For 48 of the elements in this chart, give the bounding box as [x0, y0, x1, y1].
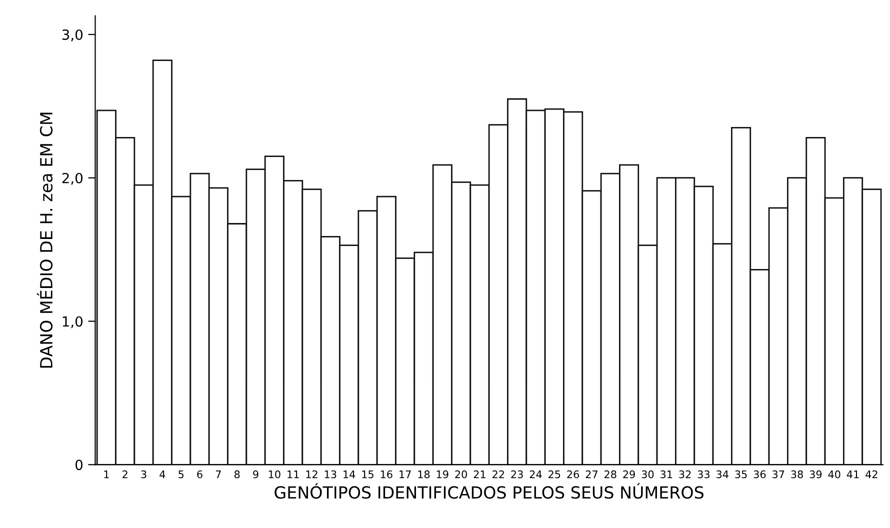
x-tick-label: 25 [548, 470, 560, 478]
x-tick-label: 1 [104, 470, 109, 478]
x-tick-label: 31 [660, 470, 672, 478]
x-tick-label: 39 [810, 470, 822, 478]
x-tick-label: 40 [828, 470, 840, 478]
x-tick-label: 20 [455, 470, 467, 478]
x-tick-label: 14 [344, 470, 356, 478]
x-tick-label: 28 [604, 470, 616, 478]
x-tick-label: 19 [436, 470, 448, 478]
x-tick-label: 34 [716, 470, 728, 478]
x-tick-label: 4 [160, 470, 166, 478]
x-tick-label: 21 [474, 470, 486, 478]
y-tick-label: 0 [76, 460, 82, 470]
x-axis-title: GENÓTIPOS IDENTIFICADOS PELOS SEUS NÚMEROS [274, 483, 704, 499]
x-tick-label: 9 [253, 470, 258, 478]
x-tick-label: 18 [418, 470, 430, 478]
y-tick-label: 1,0 [62, 316, 83, 328]
x-tick-label: 33 [698, 470, 710, 478]
x-tick-label: 42 [866, 470, 878, 478]
x-tick-label: 30 [642, 470, 654, 478]
x-tick-label: 8 [234, 470, 240, 478]
x-tick-label: 6 [197, 470, 202, 478]
x-tick-label: 3 [141, 470, 146, 478]
x-tick-label: 27 [586, 470, 598, 478]
x-tick-label: 41 [846, 470, 859, 478]
x-tick-label: 38 [791, 470, 803, 478]
y-tick-label: 2,0 [62, 172, 83, 185]
x-tick-label: 37 [772, 470, 784, 478]
x-tick-label: 24 [530, 470, 542, 478]
x-tick-label: 29 [623, 470, 635, 478]
x-tick-label: 7 [216, 470, 221, 478]
x-tick-label: 35 [735, 470, 747, 478]
x-tick-label: 23 [511, 470, 523, 478]
x-tick-label: 26 [567, 470, 580, 478]
x-tick-label: 12 [306, 470, 318, 478]
x-tick-label: 5 [178, 470, 184, 478]
x-tick-label: 32 [679, 470, 691, 478]
x-tick-label: 16 [380, 470, 392, 478]
y-tick-label: 3,0 [62, 29, 83, 42]
x-tick-label: 22 [492, 470, 504, 478]
x-tick-label: 36 [754, 470, 766, 478]
x-tick-label: 15 [362, 470, 374, 478]
x-tick-label: 2 [122, 470, 128, 478]
y-axis-title: DANO MÉDIO DE H. zea EM CM [36, 112, 53, 368]
x-tick-label: 11 [288, 470, 299, 478]
x-tick-label: 13 [324, 470, 336, 478]
x-tick-label: 17 [400, 470, 411, 478]
x-tick-label: 10 [268, 470, 280, 478]
